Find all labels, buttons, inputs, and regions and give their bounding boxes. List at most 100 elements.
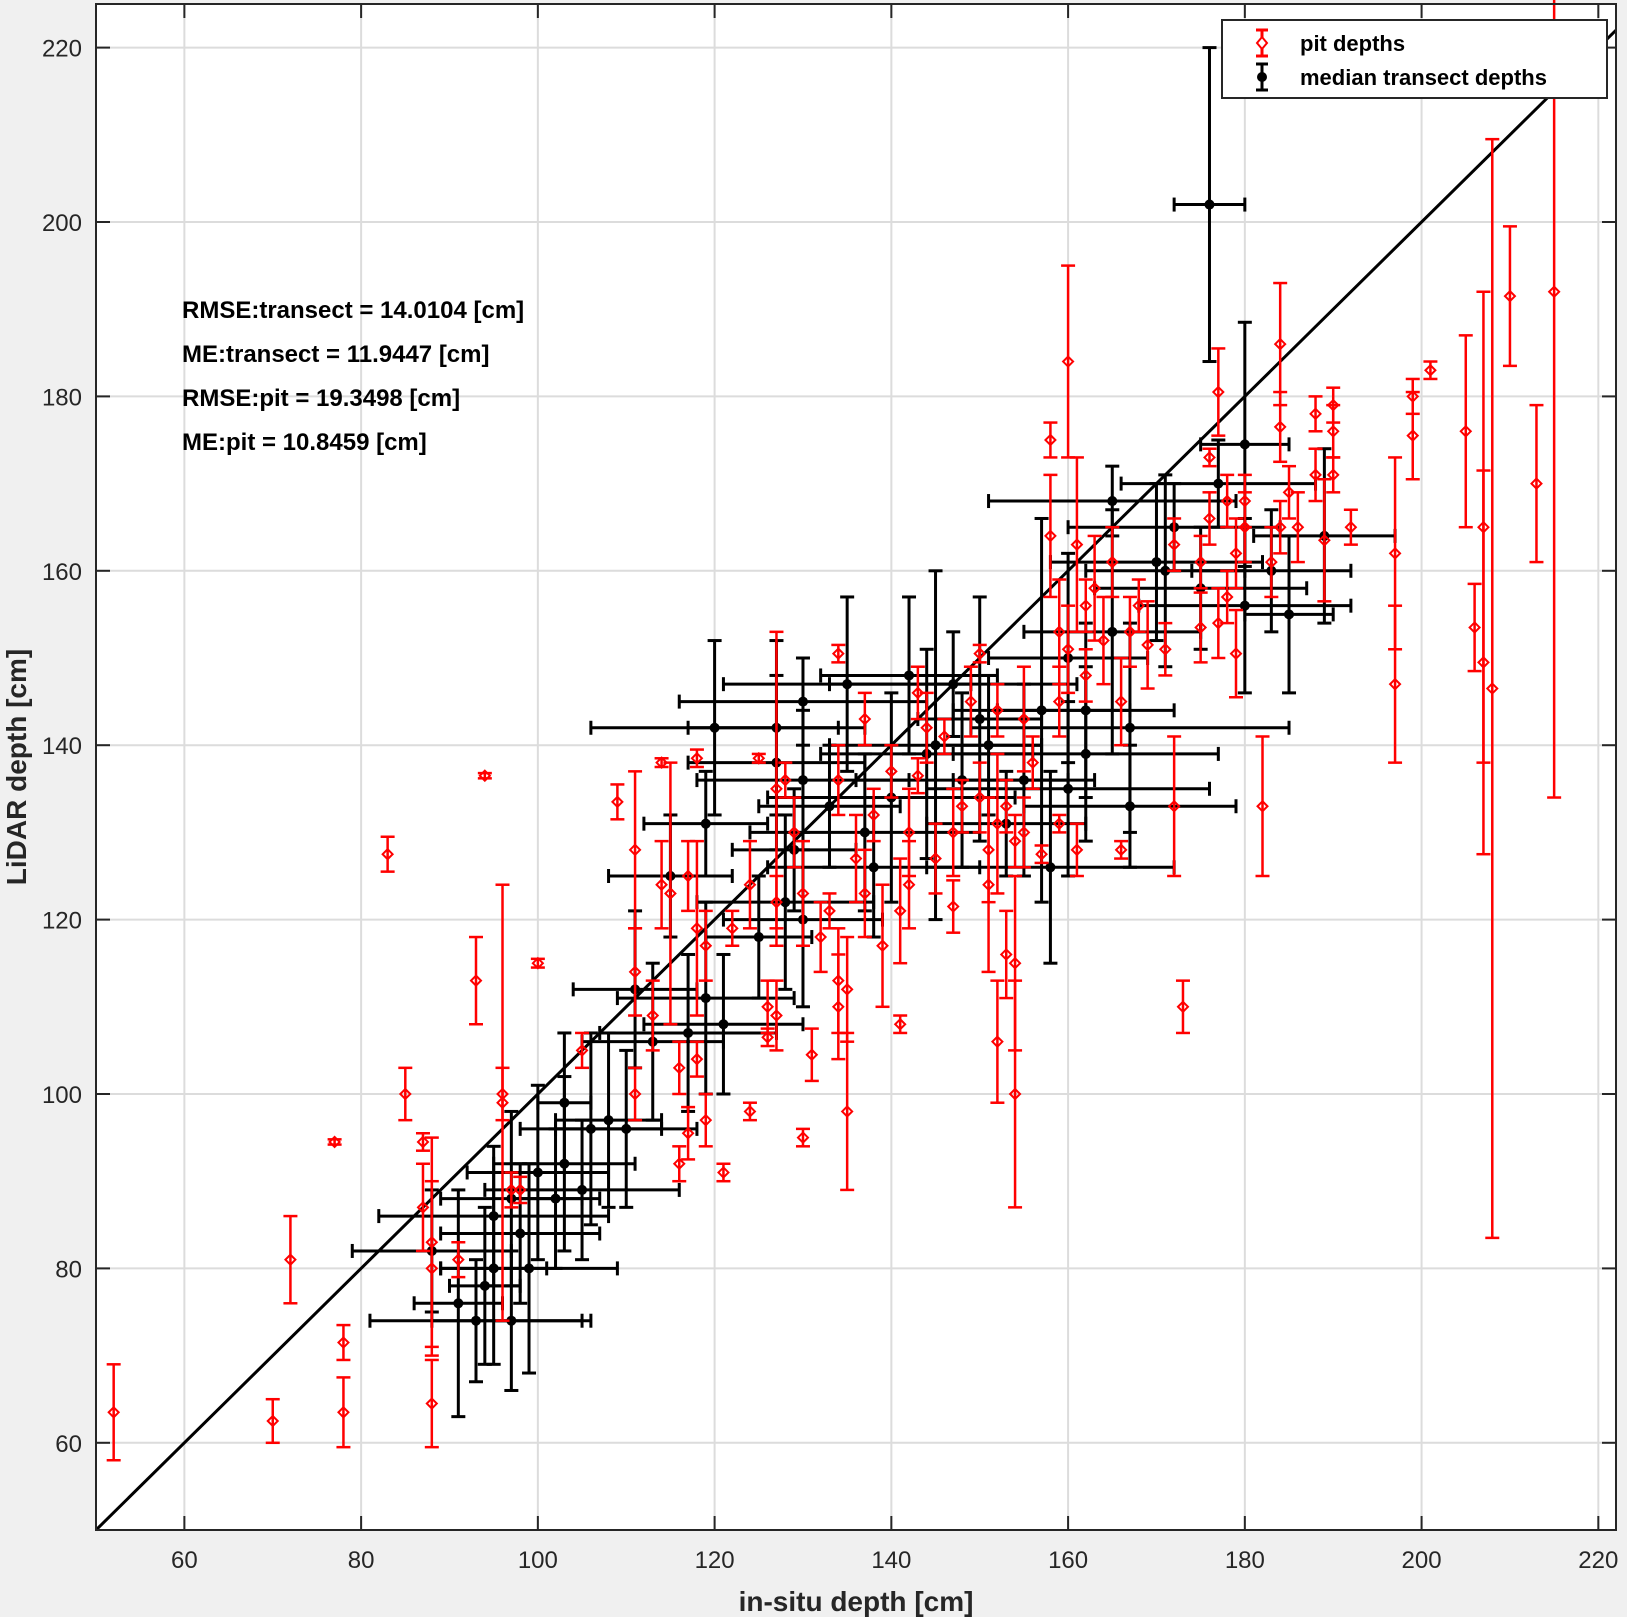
pit-marker	[1194, 555, 1208, 569]
y-tick-label: 60	[55, 1431, 82, 1458]
transect-marker	[842, 679, 853, 690]
pit-marker	[902, 878, 916, 892]
pit-point	[504, 1171, 519, 1209]
pit-marker	[451, 1253, 465, 1267]
pit-point	[1273, 281, 1288, 407]
pit-marker	[770, 782, 783, 796]
transect-marker	[577, 1184, 588, 1195]
pit-point	[336, 1323, 351, 1362]
transect-marker	[683, 1027, 694, 1038]
x-tick-label: 60	[171, 1547, 198, 1574]
pit-marker	[628, 965, 642, 979]
pit-point	[1158, 621, 1173, 677]
pit-point	[1069, 822, 1084, 878]
plot-area	[96, 4, 1616, 1530]
pit-marker	[1105, 555, 1119, 569]
pit-marker	[902, 825, 916, 839]
pit-marker	[999, 948, 1013, 961]
pit-point	[1220, 569, 1235, 625]
pit-marker	[425, 1397, 439, 1410]
pit-marker	[664, 887, 677, 900]
pit-marker	[725, 921, 739, 935]
pit-marker	[1273, 420, 1287, 434]
pit-point	[990, 682, 1005, 738]
pit-point	[1211, 347, 1226, 437]
pit-marker	[867, 808, 881, 822]
pit-marker	[840, 1105, 854, 1118]
pit-point	[415, 1162, 430, 1253]
pit-marker	[1485, 682, 1499, 695]
pit-marker	[1326, 468, 1340, 482]
transect-point	[704, 874, 814, 1000]
pit-marker	[1044, 433, 1057, 447]
transect-point	[439, 1162, 619, 1375]
pit-marker	[884, 764, 898, 778]
pit-point	[795, 1127, 810, 1148]
legend: pit depths median transect depths	[1221, 19, 1608, 99]
pit-point	[760, 979, 775, 1035]
pit-point	[787, 796, 802, 869]
pit-point	[928, 822, 943, 895]
pit-marker	[893, 1017, 907, 1031]
pit-point	[1282, 464, 1297, 520]
pit-point	[1220, 473, 1235, 529]
transect-marker	[797, 696, 808, 707]
pit-point	[1122, 595, 1137, 668]
pit-point	[849, 813, 863, 904]
pit-marker	[1114, 843, 1128, 857]
pit-point	[1467, 582, 1482, 673]
pit-point	[477, 769, 492, 783]
pit-point	[910, 757, 925, 795]
pit-marker	[1256, 799, 1269, 813]
pit-marker	[1026, 756, 1040, 770]
pit-point	[663, 761, 678, 1026]
pit-marker	[1079, 669, 1093, 682]
y-axis-label: LiDAR depth [cm]	[1, 649, 32, 885]
pit-marker	[858, 712, 872, 726]
pit-point	[1308, 447, 1323, 503]
pit-marker	[1167, 538, 1181, 552]
pit-marker	[1211, 616, 1225, 630]
series-layer	[106, 0, 1562, 1462]
pit-point	[1317, 477, 1332, 603]
pit-point	[654, 756, 669, 770]
transect-point	[695, 708, 911, 852]
pit-marker	[655, 878, 668, 892]
pit-marker	[628, 1087, 642, 1101]
pit-point	[1458, 334, 1473, 529]
pit-marker	[690, 1052, 704, 1066]
pit-point	[804, 1027, 819, 1083]
transect-marker	[1239, 439, 1250, 450]
pit-point	[689, 1040, 704, 1078]
pit-marker	[1141, 638, 1155, 652]
pit-marker	[929, 852, 942, 865]
pit-marker	[1424, 363, 1437, 377]
x-tick-label: 160	[1048, 1547, 1088, 1574]
pit-point	[1193, 534, 1208, 590]
pit-marker	[893, 904, 907, 918]
pit-point	[628, 1066, 643, 1122]
pit-marker	[849, 852, 863, 865]
stats-annotations: RMSE:transect = 14.0104 [cm] ME:transect…	[182, 297, 524, 456]
transect-marker	[1204, 199, 1215, 210]
pit-marker	[982, 878, 995, 892]
transect-marker	[453, 1298, 464, 1309]
transect-marker	[1124, 722, 1135, 733]
pit-point	[999, 778, 1014, 834]
x-tick-label: 80	[348, 1547, 375, 1574]
pit-marker	[761, 1030, 775, 1044]
pit-marker	[690, 921, 704, 935]
pit-point	[946, 879, 961, 934]
pit-point	[1202, 491, 1217, 546]
transect-marker	[532, 1167, 543, 1178]
pit-point	[1502, 225, 1517, 368]
pit-marker	[1052, 625, 1066, 639]
pit-point	[778, 761, 793, 799]
transect-marker	[1107, 626, 1118, 637]
pit-marker	[1114, 695, 1128, 709]
transect-marker	[904, 670, 915, 681]
pit-point	[955, 778, 970, 834]
pit-point	[1043, 421, 1058, 459]
legend-marker-transect	[1256, 62, 1268, 92]
